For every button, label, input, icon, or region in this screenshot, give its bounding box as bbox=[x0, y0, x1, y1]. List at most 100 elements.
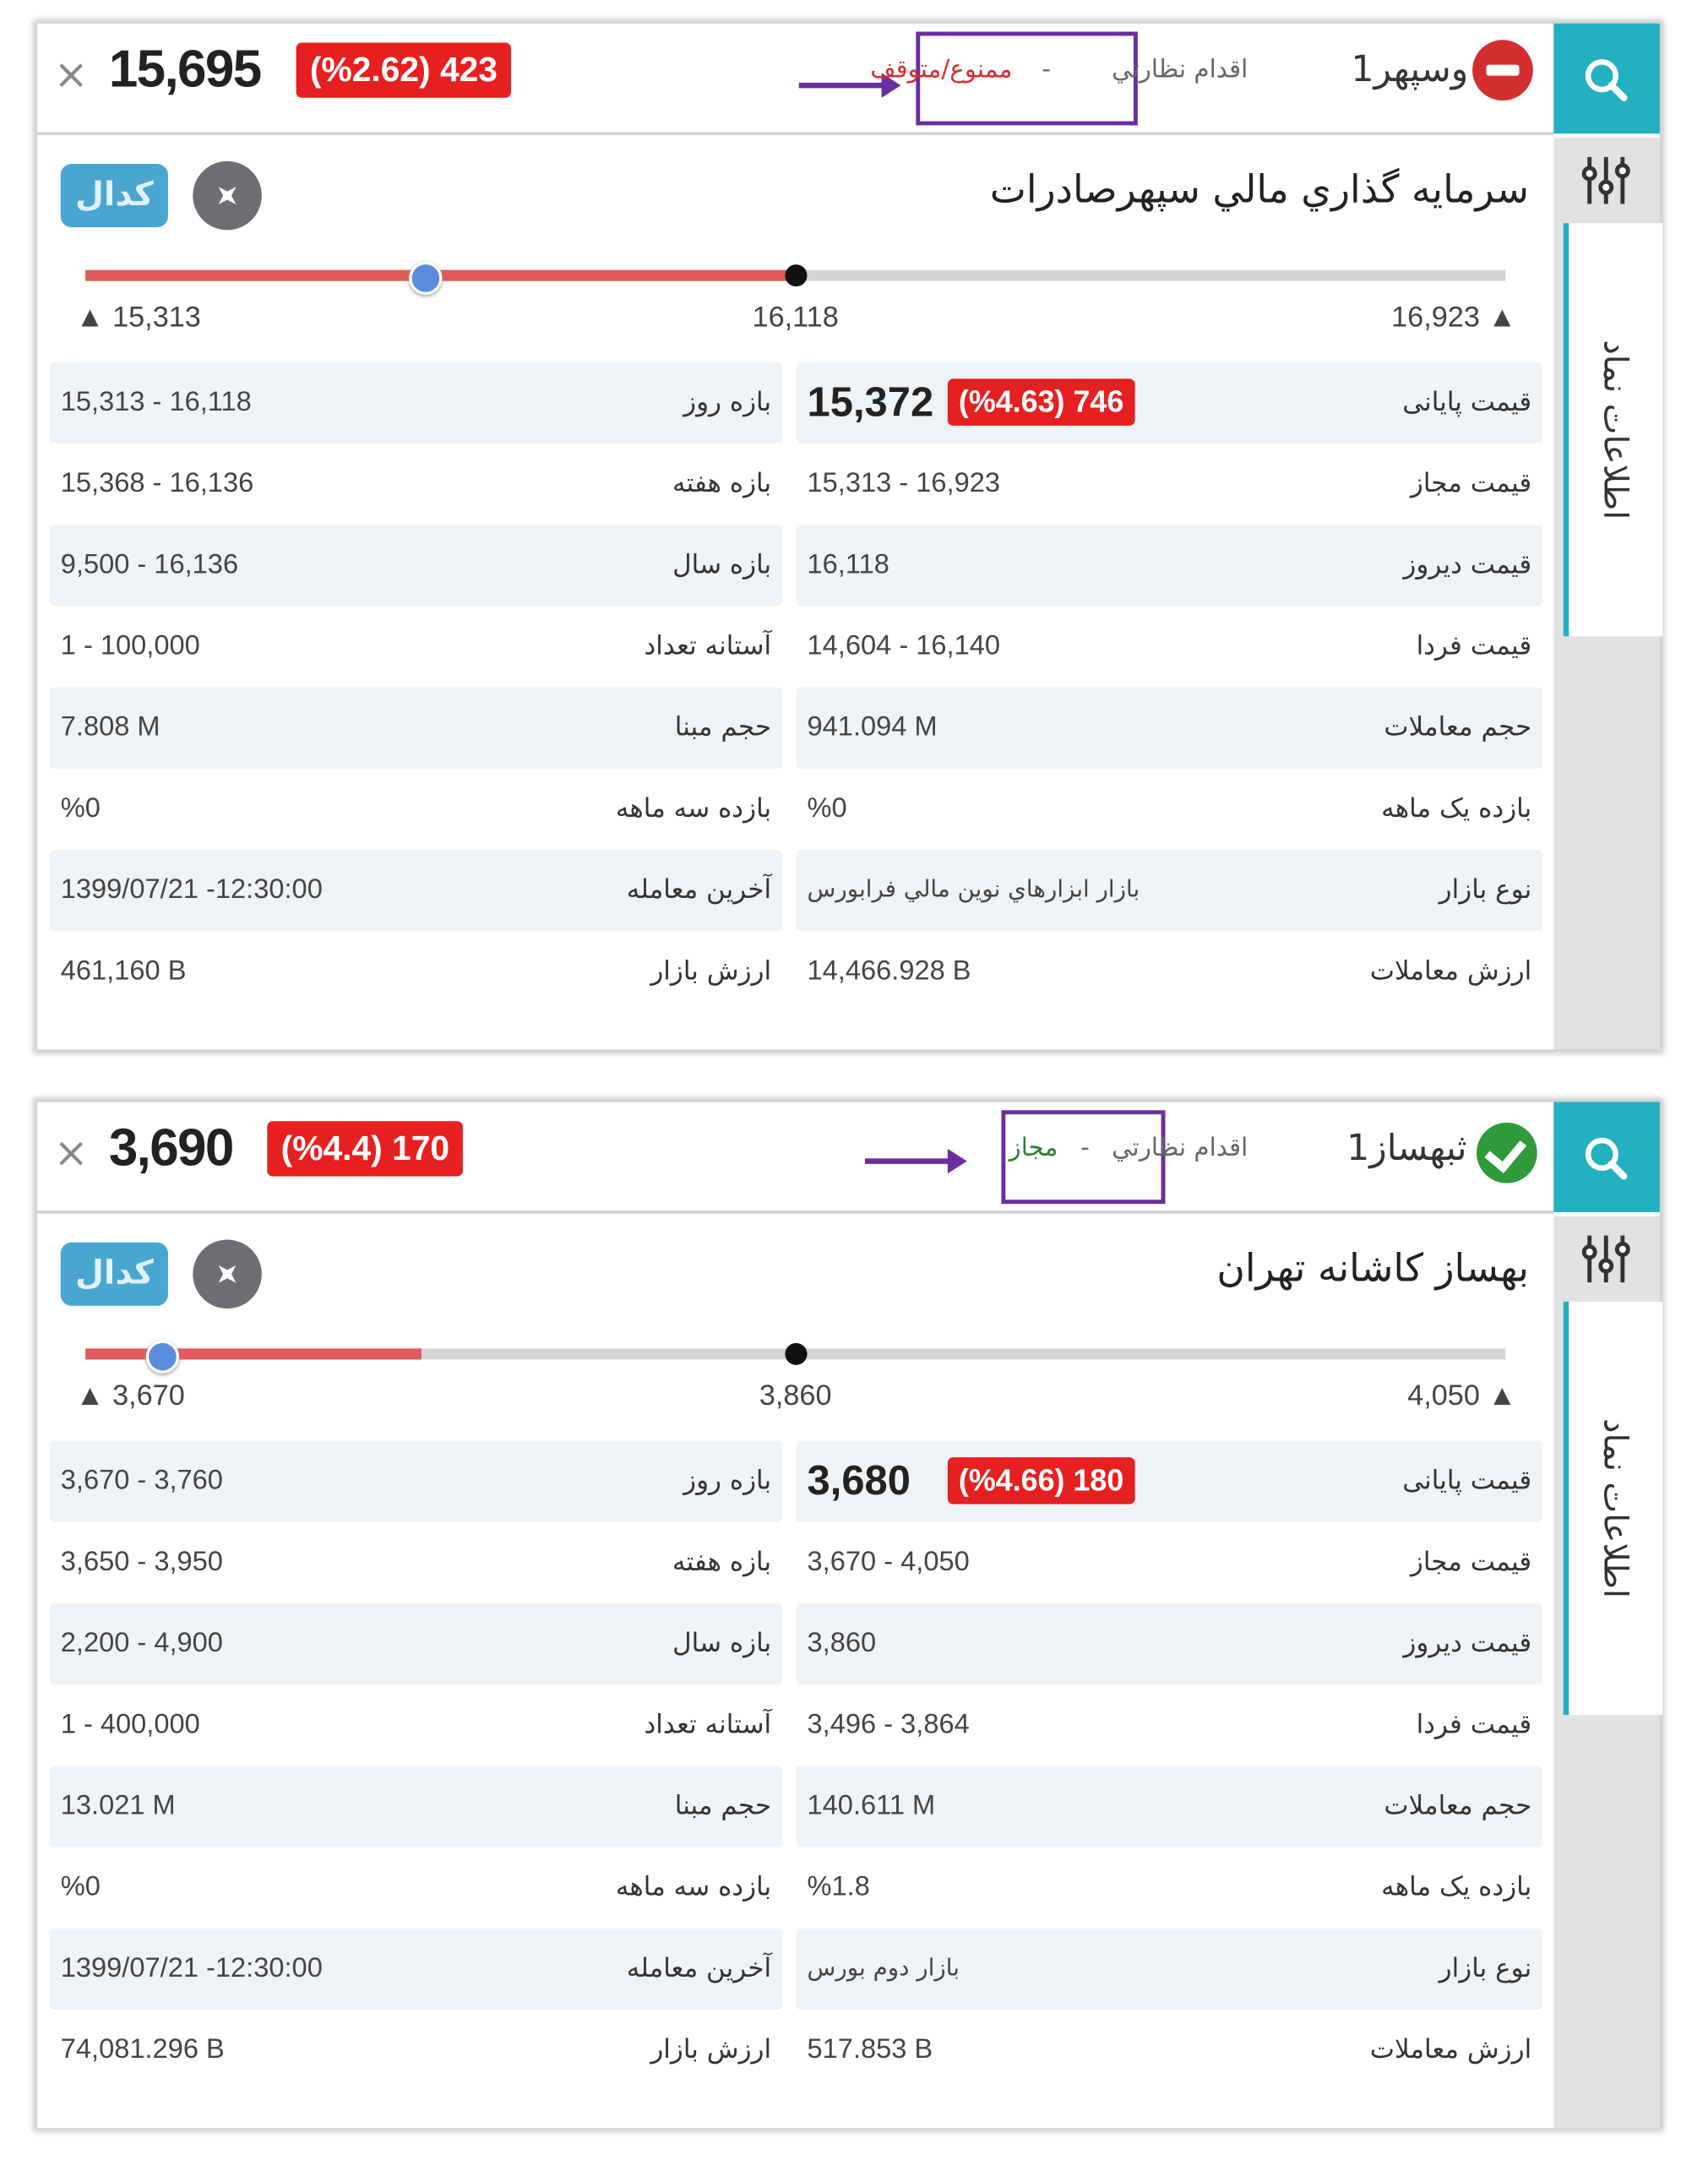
info-row: 1 - 400,000 آستانه تعداد 3,496 - 3,864 ق… bbox=[37, 1684, 1553, 1766]
info-cell-right: %0 بازده یک ماهه bbox=[796, 769, 1542, 850]
last-price-change-badge: (%4.63) 746 bbox=[947, 378, 1135, 426]
info-value: 15,313 - 16,118 bbox=[60, 387, 252, 418]
symbol-info-card: × 15,695 (%2.62) 423 ممنوع/متوقف - اقدام… bbox=[37, 23, 1663, 1050]
info-row: 9,500 - 16,136 بازه سال 16,118 قیمت دیرو… bbox=[37, 525, 1553, 607]
info-row: 15,368 - 16,136 بازه هفته 15,313 - 16,92… bbox=[37, 443, 1553, 525]
info-cell-right: 14,604 - 16,140 قیمت فردا bbox=[796, 606, 1542, 687]
symbol-name[interactable]: وسپهر1 bbox=[1351, 49, 1469, 91]
info-value: بازار ابزارهاي نوين مالي فرابورس bbox=[807, 876, 1140, 904]
filter-button[interactable] bbox=[1553, 138, 1660, 224]
info-label: قیمت مجاز bbox=[1410, 1547, 1532, 1578]
info-row: 74,081.296 B ارزش بازار 517.853 B ارزش م… bbox=[37, 2010, 1553, 2091]
info-label: نوع بازار bbox=[1439, 874, 1532, 906]
info-cell-left: 15,313 - 16,118 بازه روز bbox=[49, 362, 783, 444]
symbol-name[interactable]: ثبهساز1 bbox=[1346, 1128, 1467, 1170]
info-row: 13.021 M حجم مبنا 140.611 M حجم معاملات bbox=[37, 1766, 1553, 1847]
header-price: 3,690 bbox=[108, 1119, 235, 1178]
compass-star-icon[interactable] bbox=[193, 1239, 262, 1309]
info-label: آستانه تعداد bbox=[644, 1709, 772, 1740]
info-row: 1 - 100,000 آستانه تعداد 14,604 - 16,140… bbox=[37, 606, 1553, 687]
filter-button[interactable] bbox=[1553, 1216, 1660, 1302]
info-cell-left: 1399/07/21 -12:30:00 آخرین معامله bbox=[49, 850, 783, 932]
separator: - bbox=[1080, 1133, 1090, 1163]
close-icon[interactable]: × bbox=[53, 51, 89, 100]
yesterday-price-marker bbox=[784, 264, 807, 287]
info-label: بازده یک ماهه bbox=[1381, 1871, 1532, 1902]
min-price-label: 3,670 bbox=[112, 1379, 185, 1412]
tab-label: اطلاعات نماد bbox=[1596, 340, 1635, 520]
status-text: ممنوع/متوقف bbox=[870, 55, 1013, 84]
current-price-marker bbox=[146, 1340, 180, 1374]
triangle-up-icon: ▲ bbox=[1479, 1379, 1517, 1412]
info-value: 74,081.296 B bbox=[60, 2034, 225, 2065]
info-value: 1 - 400,000 bbox=[60, 1709, 200, 1740]
info-cell-left: 461,160 B ارزش بازار bbox=[50, 931, 782, 1012]
info-label: بازه هفته bbox=[672, 468, 772, 499]
tab-label: اطلاعات نماد bbox=[1596, 1418, 1635, 1598]
max-price-label: 16,923 bbox=[1391, 302, 1480, 334]
search-button[interactable] bbox=[1553, 1102, 1660, 1212]
info-cell-right: 3,680 (%4.66) 180 قیمت پایانی bbox=[796, 1440, 1543, 1522]
info-row: %0 بازده سه ماهه %1.8 بازده یک ماهه bbox=[37, 1847, 1553, 1929]
info-value: 1 - 100,000 bbox=[60, 630, 200, 661]
info-cell-right: 517.853 B ارزش معاملات bbox=[796, 2010, 1542, 2091]
info-value: %0 bbox=[60, 1871, 101, 1902]
info-label: ارزش معاملات bbox=[1369, 2034, 1532, 2065]
info-row: 1399/07/21 -12:30:00 آخرین معامله بازار … bbox=[37, 850, 1553, 932]
info-label: قیمت پایانی bbox=[1402, 1465, 1532, 1496]
tab-symbol-info[interactable]: اطلاعات نماد bbox=[1563, 1301, 1663, 1716]
info-value: 517.853 B bbox=[807, 2034, 933, 2065]
info-label: آستانه تعداد bbox=[644, 630, 772, 661]
price-range-slider bbox=[85, 261, 1506, 295]
annotation-arrow bbox=[865, 1148, 967, 1174]
price-range-slider bbox=[85, 1340, 1506, 1374]
info-label: آخرین معامله bbox=[626, 874, 772, 906]
current-price-marker bbox=[408, 261, 442, 295]
info-value: 461,160 B bbox=[60, 955, 187, 987]
info-label: قیمت مجاز bbox=[1410, 468, 1532, 499]
info-label: قیمت فردا bbox=[1416, 1709, 1532, 1740]
info-cell-right: %1.8 بازده یک ماهه bbox=[796, 1847, 1542, 1929]
info-cell-right: 941.094 M حجم معاملات bbox=[796, 687, 1543, 769]
tab-symbol-info[interactable]: اطلاعات نماد bbox=[1563, 223, 1663, 637]
info-label: حجم مبنا bbox=[674, 712, 772, 743]
info-row: %0 بازده سه ماهه %0 بازده یک ماهه bbox=[37, 769, 1553, 850]
info-cell-right: 15,372 (%4.63) 746 قیمت پایانی bbox=[796, 362, 1543, 444]
symbol-info-card: × 3,690 (%4.4) 170 مجاز - اقدام نظارتي ث… bbox=[37, 1102, 1663, 2129]
info-cell-left: 3,650 - 3,950 بازه هفته bbox=[50, 1522, 782, 1603]
info-value: 3,650 - 3,950 bbox=[60, 1547, 223, 1578]
close-icon[interactable]: × bbox=[53, 1129, 89, 1178]
info-cell-right: 14,466.928 B ارزش معاملات bbox=[796, 931, 1542, 1012]
info-label: قیمت دیروز bbox=[1403, 549, 1532, 580]
info-value: %0 bbox=[807, 793, 847, 824]
info-value: 7.808 M bbox=[60, 712, 160, 743]
triangle-up-icon: ▲ bbox=[75, 302, 113, 334]
info-label: نوع بازار bbox=[1439, 1953, 1532, 1984]
info-value: 15,368 - 16,136 bbox=[60, 468, 254, 499]
info-row: 3,670 - 3,760 بازه روز 3,680 (%4.66) 180… bbox=[37, 1440, 1553, 1522]
sliders-icon bbox=[1581, 156, 1630, 204]
info-value: 14,466.928 B bbox=[807, 955, 971, 987]
header-change-badge: (%2.62) 423 bbox=[296, 42, 512, 98]
company-title: سرمايه گذاري مالي سپهرصادرات bbox=[989, 166, 1529, 213]
info-cell-right: 3,860 قیمت دیروز bbox=[796, 1603, 1543, 1685]
info-value: 3,670 - 3,760 bbox=[60, 1465, 223, 1496]
info-value: 941.094 M bbox=[807, 712, 938, 743]
codal-logo[interactable]: کدال bbox=[60, 1242, 168, 1306]
check-circle-icon bbox=[1477, 1122, 1537, 1183]
info-label: ارزش معاملات bbox=[1369, 955, 1532, 987]
info-cell-left: 7.808 M حجم مبنا bbox=[49, 687, 783, 769]
info-cell-left: 74,081.296 B ارزش بازار bbox=[50, 2010, 782, 2091]
info-label: حجم معاملات bbox=[1384, 712, 1532, 743]
annotation-highlight-box bbox=[916, 31, 1138, 126]
info-value: بازار دوم بورس bbox=[807, 1954, 960, 1983]
info-cell-left: %0 بازده سه ماهه bbox=[50, 1847, 782, 1929]
info-label: بازه سال bbox=[672, 1628, 772, 1659]
compass-star-icon[interactable] bbox=[193, 161, 262, 231]
codal-logo[interactable]: کدال bbox=[60, 164, 168, 228]
search-button[interactable] bbox=[1553, 23, 1660, 134]
info-label: حجم مبنا bbox=[674, 1790, 772, 1821]
info-value: 3,496 - 3,864 bbox=[807, 1709, 970, 1740]
info-cell-right: بازار ابزارهاي نوين مالي فرابورس نوع باز… bbox=[796, 850, 1543, 932]
info-cell-right: 3,670 - 4,050 قیمت مجاز bbox=[796, 1522, 1542, 1603]
